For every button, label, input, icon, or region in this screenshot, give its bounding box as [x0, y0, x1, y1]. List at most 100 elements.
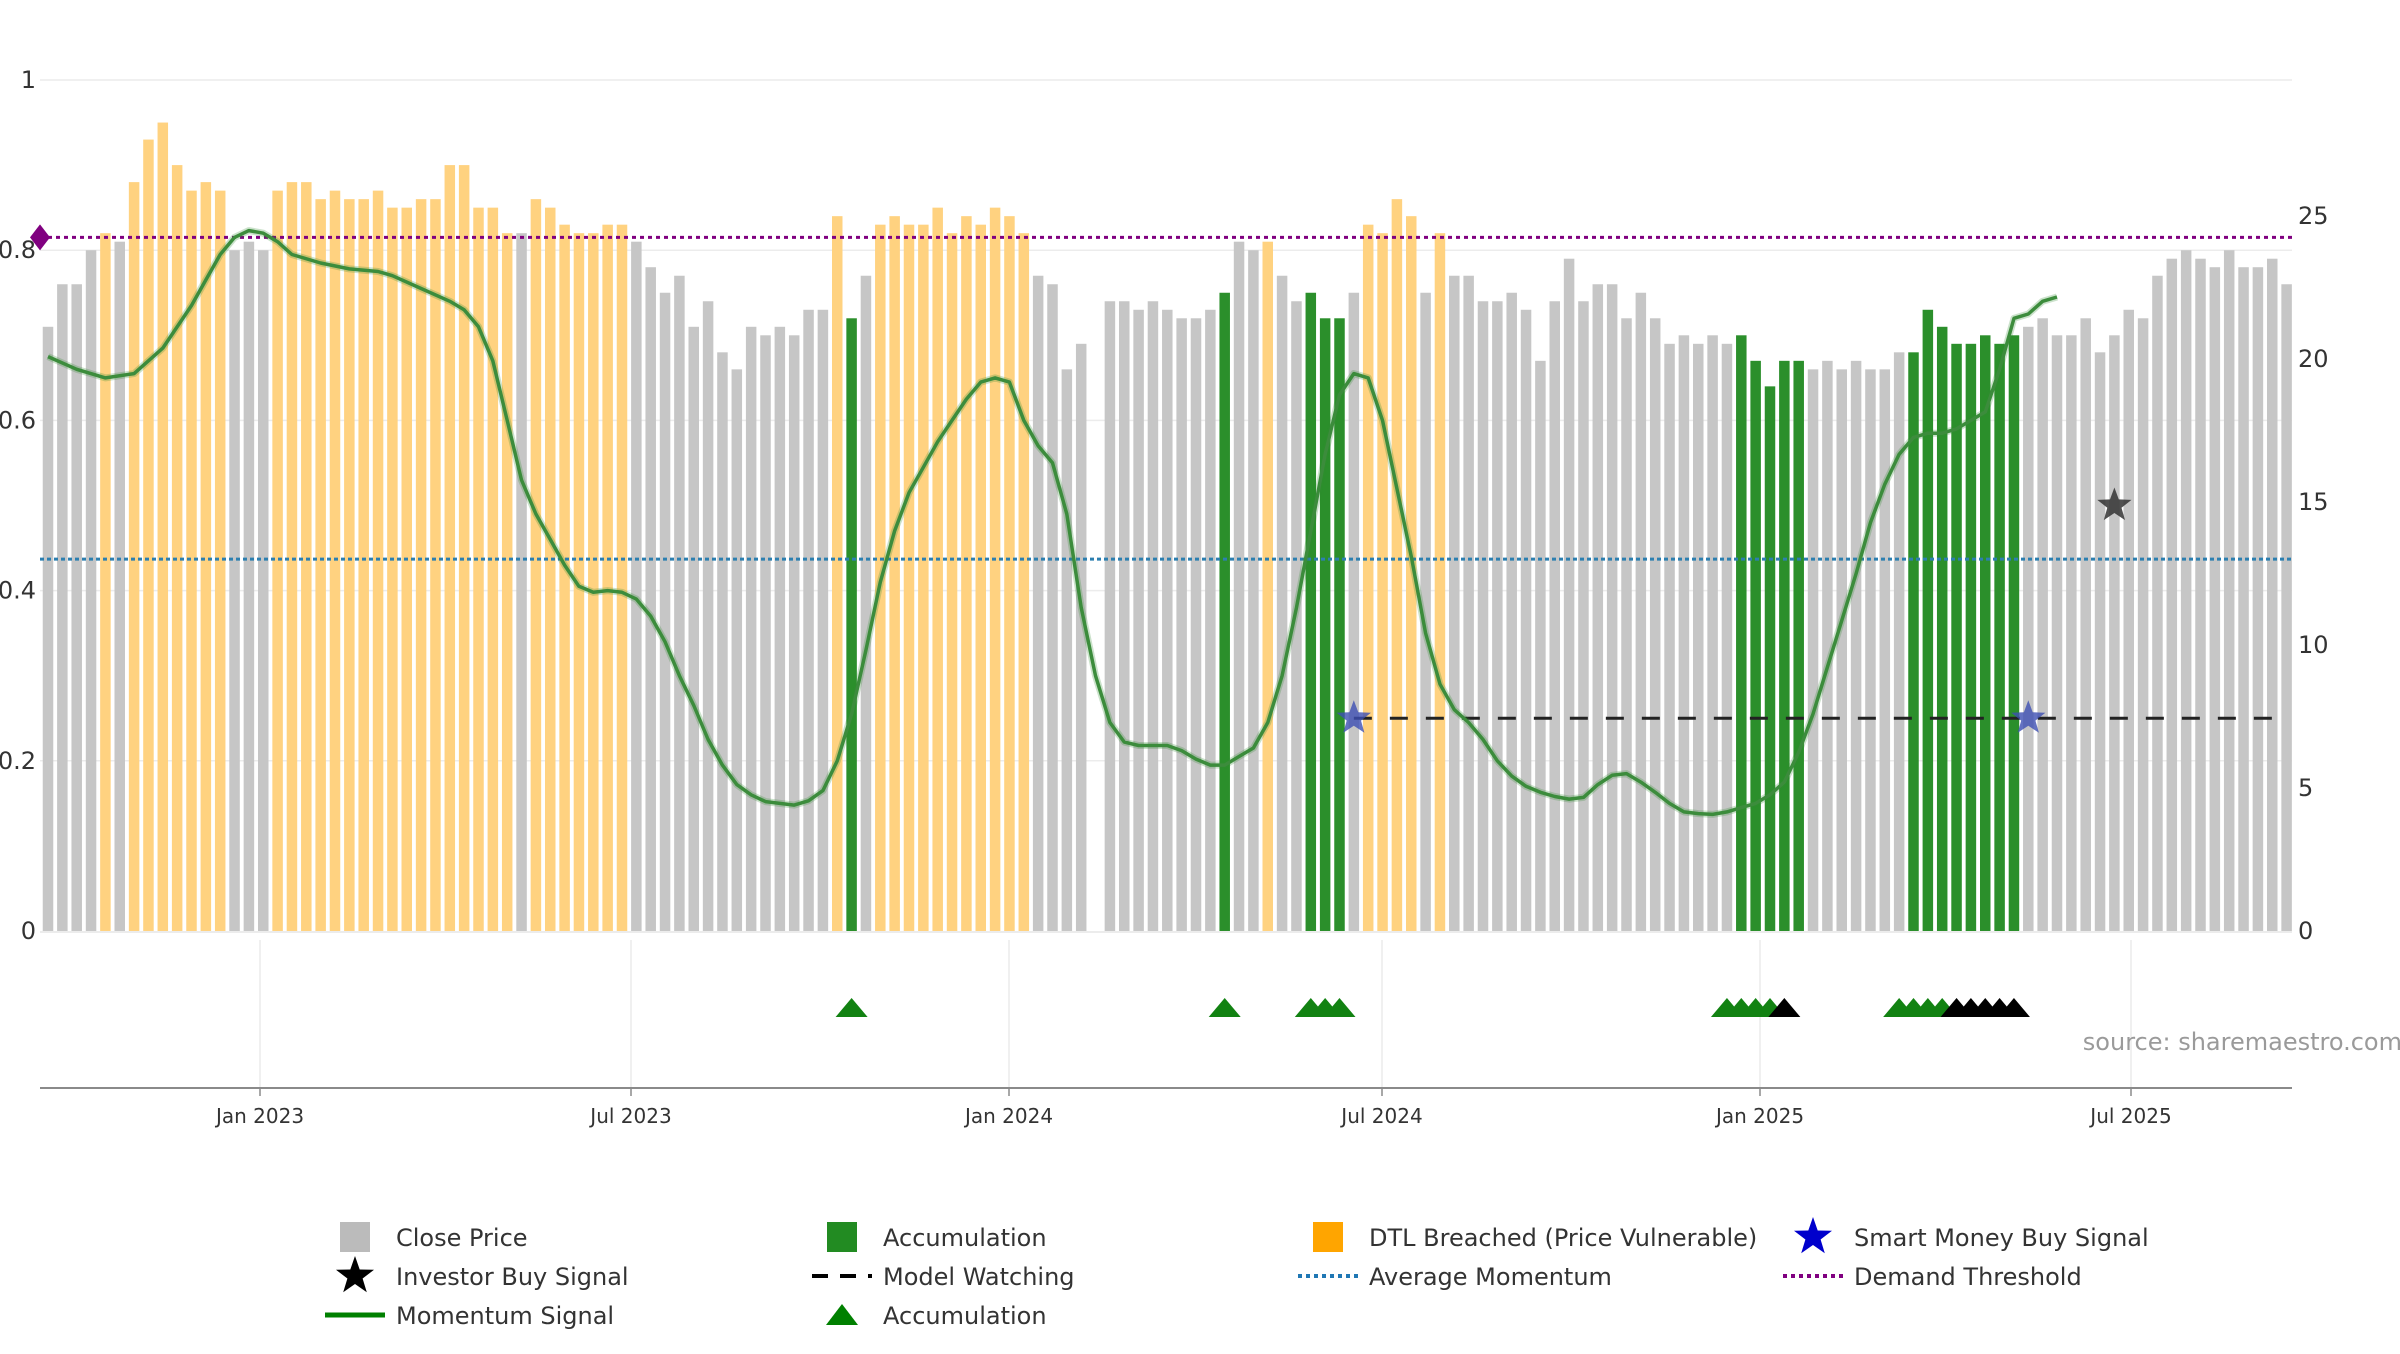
accumulation-triangle [835, 998, 868, 1017]
price-bar [1219, 292, 1230, 931]
legend-label: DTL Breached (Price Vulnerable) [1369, 1224, 1757, 1252]
price-bar [1119, 301, 1130, 931]
x-tick-label: Jul 2025 [2088, 1104, 2171, 1128]
price-bar [1721, 343, 1733, 931]
price-bar [903, 224, 915, 932]
price-bar [2137, 318, 2149, 931]
price-bar [415, 199, 427, 931]
price-bar [2209, 267, 2221, 932]
price-bar [171, 165, 183, 932]
price-bar [832, 216, 843, 931]
price-bar [372, 190, 384, 931]
price-bar [760, 335, 771, 931]
price-bar [1305, 292, 1317, 931]
price-bar [1248, 250, 1259, 931]
price-bar [1492, 301, 1503, 931]
price-bar [1477, 301, 1489, 931]
price-bar [2267, 258, 2278, 932]
price-bar [1836, 369, 1847, 932]
price-bar [1520, 309, 1532, 931]
price-bar [1104, 301, 1116, 931]
price-bar [1678, 335, 1690, 931]
y-left-tick-label: 0.2 [0, 747, 36, 775]
y-right-tick-label: 25 [2298, 202, 2329, 230]
price-bar [1420, 292, 1431, 931]
price-bar [258, 250, 269, 931]
legend: Close Price Accumulation DTL Breached (Pri… [325, 1217, 2149, 1330]
y-left-tick-label: 0.4 [0, 577, 36, 605]
price-bar [1377, 233, 1388, 931]
price-bar [530, 199, 542, 931]
price-bar [1406, 216, 1417, 931]
price-bar [1362, 224, 1374, 932]
legend-label: Accumulation [883, 1302, 1047, 1330]
x-tick-label: Jul 2024 [1339, 1104, 1422, 1128]
price-bar [2023, 326, 2034, 931]
price-bar [1535, 360, 1546, 932]
x-tick-label: Jan 2024 [963, 1104, 1053, 1128]
price-bar [272, 190, 283, 931]
price-bar [114, 241, 125, 931]
price-bar [387, 207, 398, 931]
legend-label: Smart Money Buy Signal [1854, 1224, 2149, 1252]
price-bar [1348, 292, 1360, 931]
price-bar [1205, 309, 1216, 931]
price-bar [1606, 284, 1618, 931]
y-left-tick-label: 0 [21, 917, 36, 945]
price-bar [1850, 360, 1862, 932]
price-bar [559, 224, 570, 932]
price-bar [186, 190, 197, 931]
y-right-tick-label: 20 [2298, 345, 2329, 373]
price-bar [229, 250, 240, 931]
price-bar [1965, 343, 1977, 931]
demand-threshold-marker [30, 224, 50, 251]
price-bar [1334, 318, 1345, 931]
price-bar [1592, 284, 1604, 931]
price-bar [2109, 335, 2120, 931]
legend-label: Close Price [396, 1224, 528, 1252]
x-tick-label: Jul 2023 [588, 1104, 671, 1128]
price-bar [918, 224, 929, 932]
price-bar [1649, 318, 1661, 931]
price-bar [860, 275, 872, 932]
price-bar [545, 207, 556, 931]
price-bar [731, 369, 743, 932]
buy-signals [1336, 487, 2132, 733]
price-bar [1893, 352, 1905, 931]
price-bar [1133, 309, 1144, 931]
price-bar [1506, 292, 1517, 931]
legend-triangle-icon [826, 1304, 858, 1325]
price-bar [1578, 301, 1589, 931]
price-bar [616, 224, 628, 932]
price-bar [2166, 258, 2178, 932]
price-bar [1822, 360, 1833, 932]
price-bar [1664, 343, 1675, 931]
price-bar [1190, 318, 1202, 931]
price-bar [157, 122, 169, 932]
price-bar [1621, 318, 1632, 931]
legend-label: Investor Buy Signal [396, 1263, 629, 1291]
price-bar [1707, 335, 1718, 931]
price-bar [1032, 275, 1044, 932]
price-bar [2252, 267, 2264, 932]
price-bar [573, 233, 585, 931]
price-bar [444, 165, 456, 932]
y-left-tick-label: 0.8 [0, 236, 36, 264]
price-bar [430, 199, 441, 931]
legend-label: Average Momentum [1369, 1263, 1612, 1291]
price-bar [2123, 309, 2134, 931]
price-bar [401, 207, 412, 931]
price-bar [71, 284, 82, 931]
price-bar [57, 284, 68, 931]
price-bar [1391, 199, 1403, 931]
price-bar [1879, 369, 1891, 932]
price-bar [2152, 275, 2163, 932]
momentum-signal-line [46, 227, 2059, 818]
legend-swatch [340, 1222, 370, 1252]
price-bar [42, 326, 54, 931]
price-bar [458, 165, 470, 932]
price-bar [1563, 258, 1575, 932]
